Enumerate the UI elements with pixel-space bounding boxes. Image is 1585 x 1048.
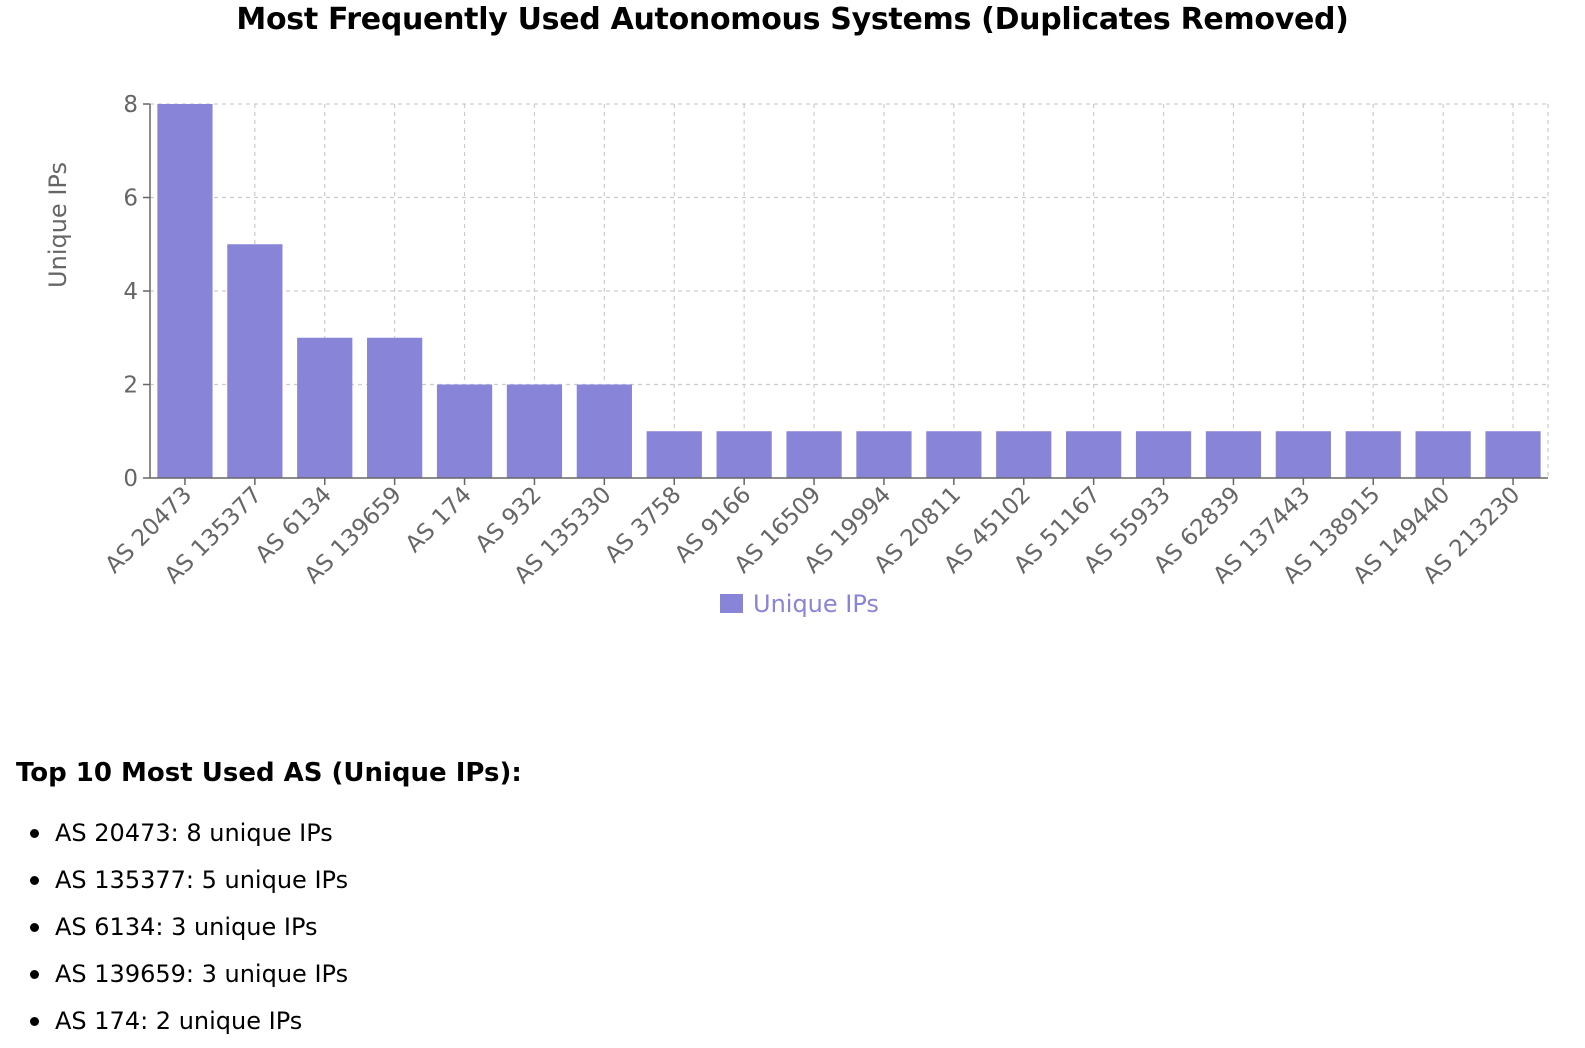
bar[interactable] [1066, 431, 1122, 478]
bar[interactable] [506, 384, 563, 479]
bar[interactable] [157, 104, 213, 478]
bar[interactable] [1485, 431, 1541, 478]
summary-list: AS 20473: 8 unique IPs AS 135377: 5 uniqu… [30, 810, 349, 1045]
bar[interactable] [436, 384, 493, 479]
y-tick-label: 0 [123, 466, 138, 492]
bar[interactable] [716, 431, 772, 478]
bar[interactable] [646, 431, 702, 478]
chart-title: Most Frequently Used Autonomous Systems … [236, 2, 1349, 37]
bullet-icon [30, 970, 39, 979]
bar[interactable] [926, 431, 982, 478]
summary-list-item: AS 20473: 8 unique IPs [30, 810, 348, 857]
bar[interactable] [1345, 431, 1401, 478]
bar[interactable] [1205, 431, 1262, 478]
bar[interactable] [227, 244, 283, 478]
summary-item-text: AS 135377: 5 unique IPs [55, 866, 349, 894]
bar[interactable] [1415, 431, 1471, 478]
y-tick-label: 6 [123, 186, 138, 212]
bullet-icon [30, 876, 39, 885]
bar[interactable] [996, 431, 1052, 478]
bar[interactable] [856, 431, 912, 478]
summary-list-item: AS 174: 2 unique IPs [30, 998, 348, 1045]
summary-item-text: AS 174: 2 unique IPs [55, 1007, 303, 1035]
summary-item-text: AS 6134: 3 unique IPs [55, 913, 318, 941]
summary-heading: Top 10 Most Used AS (Unique IPs): [16, 758, 522, 788]
bar[interactable] [576, 384, 632, 479]
bar[interactable] [786, 431, 842, 478]
bullet-icon [30, 1017, 39, 1026]
y-axis-ticks: 0 2 4 6 8 [123, 92, 150, 492]
y-tick-label: 8 [123, 92, 138, 118]
summary-list-item: AS 139659: 3 unique IPs [30, 951, 349, 998]
summary-item-text: AS 20473: 8 unique IPs [55, 819, 333, 847]
x-tick-label: AS 174 [401, 482, 477, 558]
x-tick-label: AS 3758 [600, 482, 686, 568]
summary-item-text: AS 139659: 3 unique IPs [55, 960, 349, 988]
legend-label: Unique IPs [753, 590, 879, 618]
grid-lines [150, 103, 1549, 478]
legend-swatch [720, 594, 743, 613]
y-axis-label: Unique IPs [44, 162, 72, 288]
legend[interactable]: Unique IPs [720, 590, 879, 618]
bars [157, 104, 1541, 479]
bar[interactable] [297, 337, 353, 478]
bullet-icon [30, 829, 39, 838]
bar[interactable] [367, 337, 423, 478]
summary-list-item: AS 135377: 5 unique IPs [30, 857, 349, 904]
bar[interactable] [1275, 431, 1331, 478]
bar[interactable] [1135, 431, 1192, 478]
summary-list-item: AS 6134: 3 unique IPs [30, 904, 348, 951]
bullet-icon [30, 923, 39, 932]
y-tick-label: 2 [123, 373, 138, 399]
y-tick-label: 4 [123, 279, 138, 305]
